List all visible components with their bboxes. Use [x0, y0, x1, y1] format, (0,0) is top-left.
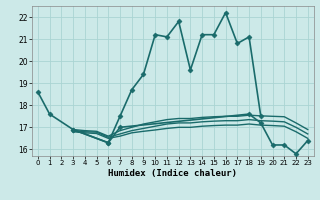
X-axis label: Humidex (Indice chaleur): Humidex (Indice chaleur) [108, 169, 237, 178]
